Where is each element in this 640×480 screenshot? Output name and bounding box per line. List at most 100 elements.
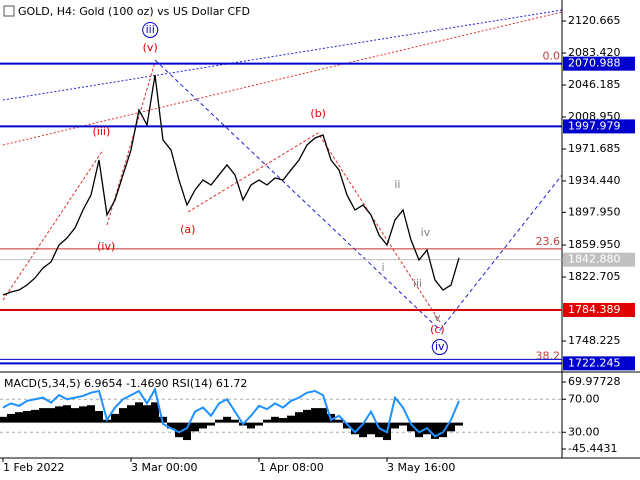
indicator-title: MACD(5,34,5) 6.9654 -1.4690 RSI(14) 61.7… (4, 377, 247, 390)
y-tick-label: 2120.665 (568, 14, 621, 27)
macd-bar (39, 408, 47, 423)
macd-bar (199, 422, 207, 429)
chart-title: GOLD, H4: Gold (100 oz) vs US Dollar CFD (18, 5, 250, 18)
macd-bar (31, 409, 39, 423)
trend-line (154, 59, 563, 331)
macd-bar (95, 411, 103, 423)
macd-bar (79, 406, 87, 423)
macd-bar (119, 408, 127, 423)
macd-bar (303, 409, 311, 423)
macd-bar (391, 422, 399, 429)
macd-bar (231, 419, 239, 423)
y-tick-label: 70.00 (568, 392, 600, 405)
macd-bar (47, 408, 55, 423)
macd-bar (335, 419, 343, 423)
y-tick-label: 1859.950 (568, 238, 621, 251)
macd-bar (215, 419, 223, 423)
trend-line (187, 132, 441, 323)
macd-bar (431, 422, 439, 439)
price-level-box (563, 252, 635, 267)
macd-bar (0, 416, 7, 423)
price-level-label: 1722.245 (568, 356, 621, 369)
macd-bar (319, 408, 327, 423)
macd-bar (127, 405, 135, 423)
wave-label: (v) (143, 41, 158, 54)
wave-label: (b) (310, 107, 326, 120)
price-line (2, 74, 460, 296)
wave-label: ii (394, 178, 400, 191)
macd-bar (255, 422, 263, 426)
wave-label: (a) (180, 223, 195, 236)
macd-bar (447, 422, 455, 432)
macd-bar (191, 422, 199, 432)
macd-bar (63, 405, 71, 423)
fib-label: 38.2 (536, 349, 561, 362)
trend-line (2, 149, 104, 301)
x-tick-label: 1 Feb 2022 (3, 461, 64, 474)
macd-bar (135, 402, 143, 423)
macd-bar (407, 422, 415, 432)
y-tick-label: 1934.440 (568, 174, 621, 187)
wave-label: iv (421, 226, 431, 239)
macd-bar (351, 422, 359, 435)
macd-bar (55, 406, 63, 423)
macd-bar (175, 422, 183, 438)
macd-bar (375, 422, 383, 438)
y-tick-label: 2046.185 (568, 78, 621, 91)
macd-bar (263, 419, 271, 423)
y-tick-label: 1748.225 (568, 334, 621, 347)
macd-bar (359, 422, 367, 438)
fib-label: 23.6 (536, 235, 561, 248)
price-level-box (563, 56, 635, 71)
macd-bar (167, 422, 175, 429)
y-tick-label: 1971.685 (568, 142, 621, 155)
wave-label: iv (435, 340, 445, 353)
macd-bar (223, 416, 231, 423)
macd-bar (7, 413, 15, 423)
macd-bar (287, 415, 295, 423)
macd-bar (23, 411, 31, 423)
macd-bar (311, 408, 319, 423)
price-level-label: 1997.979 (568, 119, 621, 132)
symbol-icon (3, 5, 15, 17)
macd-bar (271, 416, 279, 423)
y-tick-label: 1822.705 (568, 270, 621, 283)
wave-label: v (434, 311, 441, 324)
wave-circle (431, 339, 448, 356)
y2-tick-label: 69.97728 (568, 375, 621, 388)
macd-bar (247, 422, 255, 429)
macd-bar (279, 417, 287, 423)
wave-label: iii (413, 277, 422, 290)
wave-label: (iii) (93, 125, 111, 138)
macd-bar (207, 422, 215, 426)
wave-label: (iv) (97, 240, 115, 253)
wave-label: i (381, 261, 384, 274)
trend-lines (2, 9, 563, 331)
rsi-line (2, 386, 460, 438)
y2-tick-label: -45.4431 (568, 442, 617, 455)
price-level-box (563, 356, 635, 371)
price-level-box (563, 302, 635, 317)
y-tick-label: 30.00 (568, 425, 600, 438)
fib-label: 0.0 (543, 50, 561, 63)
y-tick-label: 1897.950 (568, 205, 621, 218)
macd-bar (367, 422, 375, 435)
y-tick-label: 2083.420 (568, 46, 621, 59)
macd-bar (295, 412, 303, 423)
macd-bar (151, 402, 159, 423)
macd-bar (455, 422, 463, 426)
x-tick-label: 3 Mar 00:00 (131, 461, 197, 474)
macd-bar (343, 422, 351, 429)
price-level-box (563, 119, 635, 134)
macd-bar (183, 422, 191, 441)
macd-bar (111, 413, 119, 423)
x-tick-label: 1 Apr 08:00 (259, 461, 324, 474)
macd-bar (71, 408, 79, 423)
macd-bar (399, 422, 407, 426)
price-level-label: 1842.880 (568, 253, 621, 266)
wave-label: iii (146, 23, 155, 36)
macd-bar (415, 422, 423, 438)
